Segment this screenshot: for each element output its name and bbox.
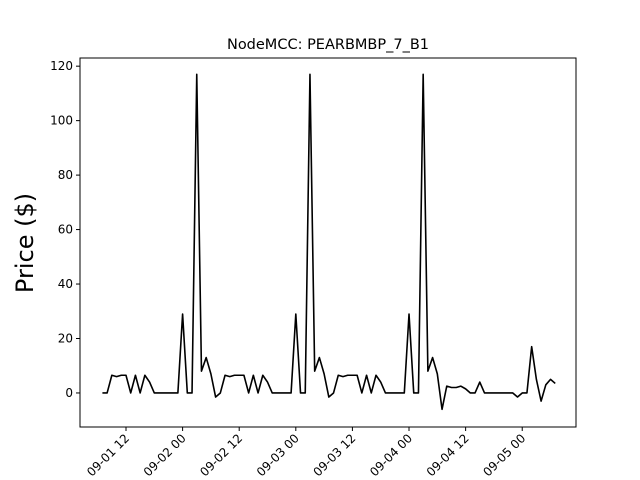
price-line: [102, 73, 556, 411]
x-tick-label: 09-02 00: [141, 431, 189, 479]
x-tick-label: 09-01 12: [84, 431, 132, 479]
y-axis-label: Price ($): [11, 193, 39, 293]
x-tick-label: 09-03 12: [310, 431, 358, 479]
y-tick-label: 60: [58, 223, 73, 237]
x-tick-label: 09-04 00: [367, 431, 415, 479]
chart-title: NodeMCC: PEARBMBP_7_B1: [227, 37, 429, 53]
y-tick-label: 100: [50, 114, 73, 128]
x-tick-label: 09-02 12: [197, 431, 245, 479]
y-tick-label: 40: [58, 277, 73, 291]
x-tick-label: 09-04 12: [424, 431, 472, 479]
y-tick-label: 0: [65, 386, 73, 400]
x-tick-label: 09-05 00: [480, 431, 528, 479]
y-tick-label: 80: [58, 168, 73, 182]
y-tick-label: 20: [58, 331, 73, 345]
plot-frame: [79, 57, 577, 428]
x-tick-label: 09-03 00: [254, 431, 302, 479]
y-tick-label: 120: [50, 59, 73, 73]
